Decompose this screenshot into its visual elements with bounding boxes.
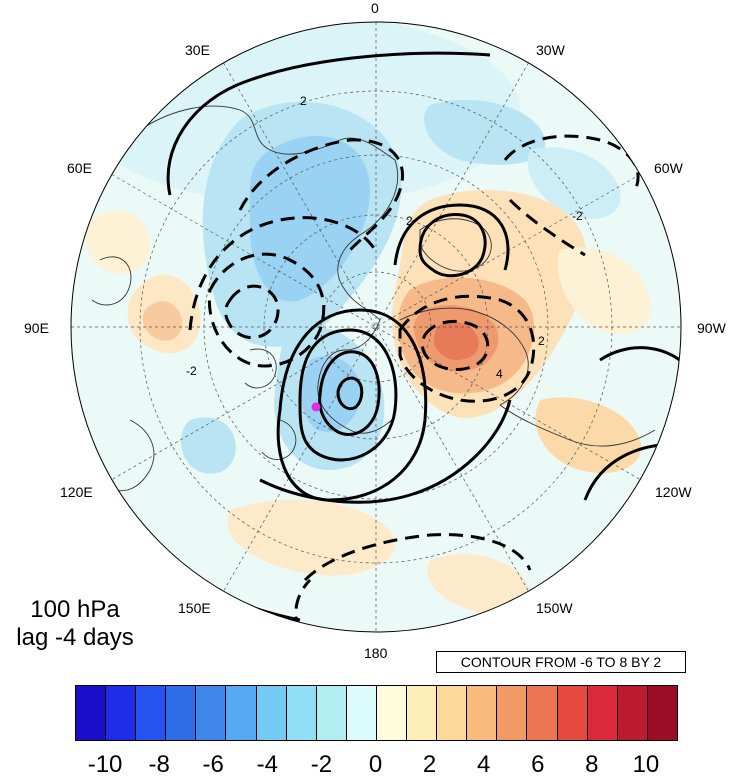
colorbar-cell bbox=[136, 686, 167, 740]
colorbar-cell bbox=[407, 686, 438, 740]
colorbar-tick-label: 6 bbox=[531, 751, 545, 778]
colorbar-cell bbox=[106, 686, 137, 740]
colorbar-cell bbox=[587, 686, 618, 740]
lon-label-150e: 150E bbox=[178, 600, 211, 616]
colorbar-cell bbox=[256, 686, 287, 740]
colorbar-tick-label: 10 bbox=[632, 751, 660, 778]
lon-label-120e: 120E bbox=[60, 484, 93, 500]
lon-label-0: 0 bbox=[371, 0, 379, 16]
colorbar-tick-label: -8 bbox=[148, 751, 170, 778]
lon-label-90e: 90E bbox=[24, 320, 49, 336]
pressure-level-title: 100 hPa bbox=[30, 596, 120, 623]
contour-label: 4 bbox=[496, 367, 503, 381]
colorbar-cell bbox=[316, 686, 347, 740]
lon-label-90w: 90W bbox=[697, 320, 726, 336]
contour-label: -2 bbox=[186, 364, 197, 378]
contour-label: -2 bbox=[572, 209, 583, 223]
colorbar-tick-label: -10 bbox=[87, 751, 123, 778]
colorbar bbox=[75, 685, 678, 741]
colorbar-cell bbox=[647, 686, 677, 740]
colorbar-tick-label: -6 bbox=[202, 751, 224, 778]
colorbar-cell bbox=[527, 686, 558, 740]
colorbar-cell bbox=[467, 686, 498, 740]
colorbar-cell bbox=[286, 686, 317, 740]
lon-label-60w: 60W bbox=[654, 160, 683, 176]
contour-labels: 2 -2 2 -2 4 2 bbox=[186, 94, 583, 381]
location-marker bbox=[311, 402, 321, 412]
colorbar-tick-label: 2 bbox=[422, 751, 437, 778]
colorbar-cell bbox=[376, 686, 408, 740]
colorbar-cell bbox=[437, 686, 468, 740]
colorbar-tick-label: -2 bbox=[310, 751, 333, 778]
colorbar-cell bbox=[346, 686, 377, 740]
contour-label: 2 bbox=[538, 334, 545, 348]
lon-label-30w: 30W bbox=[536, 42, 565, 58]
lon-label-120w: 120W bbox=[655, 484, 692, 500]
colorbar-cell bbox=[76, 686, 107, 740]
colorbar-cell bbox=[196, 686, 227, 740]
colorbar-cell bbox=[557, 686, 588, 740]
colorbar-cell bbox=[617, 686, 648, 740]
contour-info-box: CONTOUR FROM -6 TO 8 BY 2 bbox=[436, 651, 686, 673]
colorbar-tick-label: 8 bbox=[585, 751, 599, 778]
lon-label-150w: 150W bbox=[536, 600, 573, 616]
colorbar-tick-label: 0 bbox=[368, 751, 383, 778]
lon-label-60e: 60E bbox=[67, 160, 92, 176]
colorbar-tick-label: 4 bbox=[476, 751, 491, 778]
lon-label-180: 180 bbox=[364, 645, 388, 661]
map-boundary bbox=[70, 21, 682, 633]
contour-label: 2 bbox=[300, 94, 307, 108]
colorbar-cell bbox=[166, 686, 197, 740]
lag-title: lag -4 days bbox=[16, 624, 134, 651]
negative-contours bbox=[188, 134, 640, 631]
lon-label-30e: 30E bbox=[185, 42, 210, 58]
colorbar-cell bbox=[226, 686, 257, 740]
contour-label: 2 bbox=[406, 214, 413, 228]
colorbar-cell bbox=[497, 686, 528, 740]
colorbar-tick-label: -4 bbox=[256, 751, 278, 778]
